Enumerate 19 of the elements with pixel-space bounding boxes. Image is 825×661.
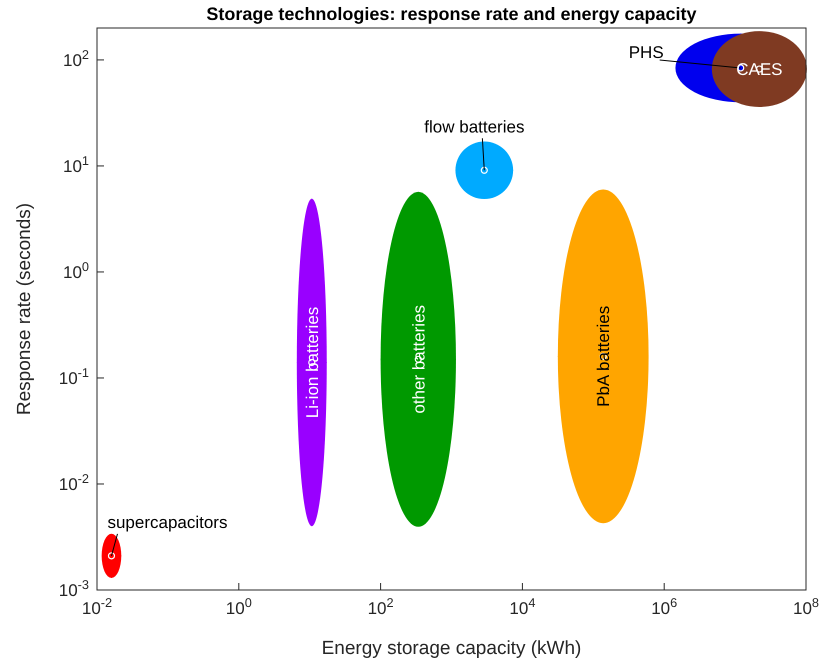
y-tick-label: 10$^{1}$ <box>62 152 89 176</box>
text: flow batteries <box>424 117 524 136</box>
y-tick-label: 10$^{-1}$ <box>58 364 89 388</box>
y-axis-title: Response rate (seconds) <box>14 202 35 416</box>
series-label: Li-ion batteries <box>302 306 322 418</box>
y-tick-label: 10$^{0}$ <box>62 258 89 282</box>
x-tick-label: 10$^{6}$ <box>651 594 678 618</box>
series-label: supercapacitors <box>107 512 228 532</box>
x-tick-label: 10$^{4}$ <box>509 594 536 618</box>
text: PHS <box>628 42 664 62</box>
x-tick-label: 10$^{2}$ <box>368 594 394 618</box>
y-tick-label: 10$^{-2}$ <box>58 470 89 494</box>
chart-title: Storage technologies: response rate and energy capacity <box>206 4 697 24</box>
series-label: PbA batteries <box>594 306 614 407</box>
y-tick-label: 10$^{2}$ <box>62 46 89 70</box>
series-label: other batteries <box>409 304 428 414</box>
x-tick-label: 10$^{8}$ <box>792 594 820 618</box>
x-tick-label: 10$^{0}$ <box>226 594 252 618</box>
x-axis-title: Energy storage capacity (kWh) <box>322 638 582 659</box>
